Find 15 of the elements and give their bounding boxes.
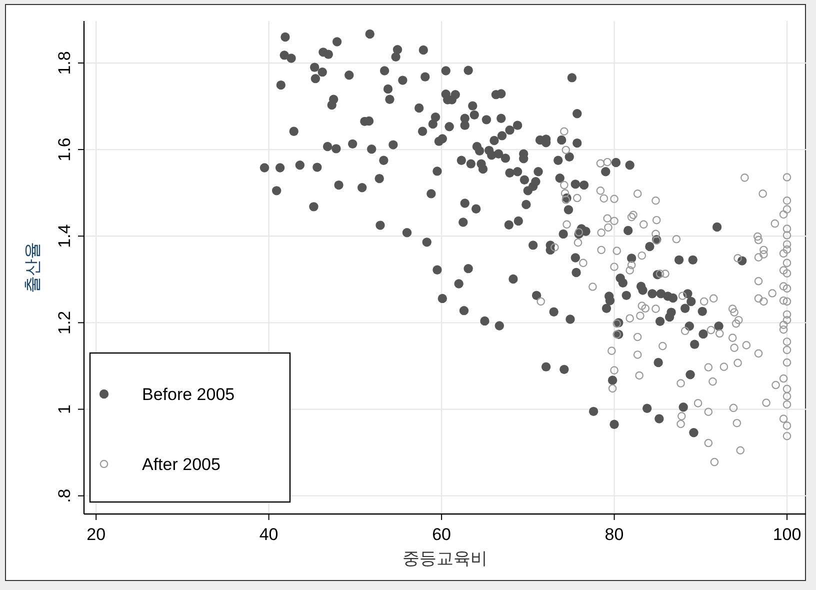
y-tick-label: 1.4: [55, 224, 74, 248]
x-axis-title: 중등교육비: [402, 549, 488, 568]
y-tick-label: 1.8: [55, 51, 74, 75]
y-tick-label: .8: [55, 488, 74, 503]
x-tick-label: 80: [604, 525, 624, 544]
x-tick-label: 100: [772, 525, 802, 544]
x-tick-label: 60: [432, 525, 452, 544]
y-tick-label: 1.2: [55, 310, 74, 335]
y-axis-title: 출산율: [23, 242, 42, 293]
y-tick-label: 1: [55, 404, 74, 414]
x-tick-label: 20: [86, 525, 106, 544]
legend-label: Before 2005: [142, 385, 235, 404]
legend-label: After 2005: [142, 455, 220, 474]
x-tick-label: 40: [259, 525, 278, 544]
y-tick-label: 1.6: [55, 138, 74, 162]
